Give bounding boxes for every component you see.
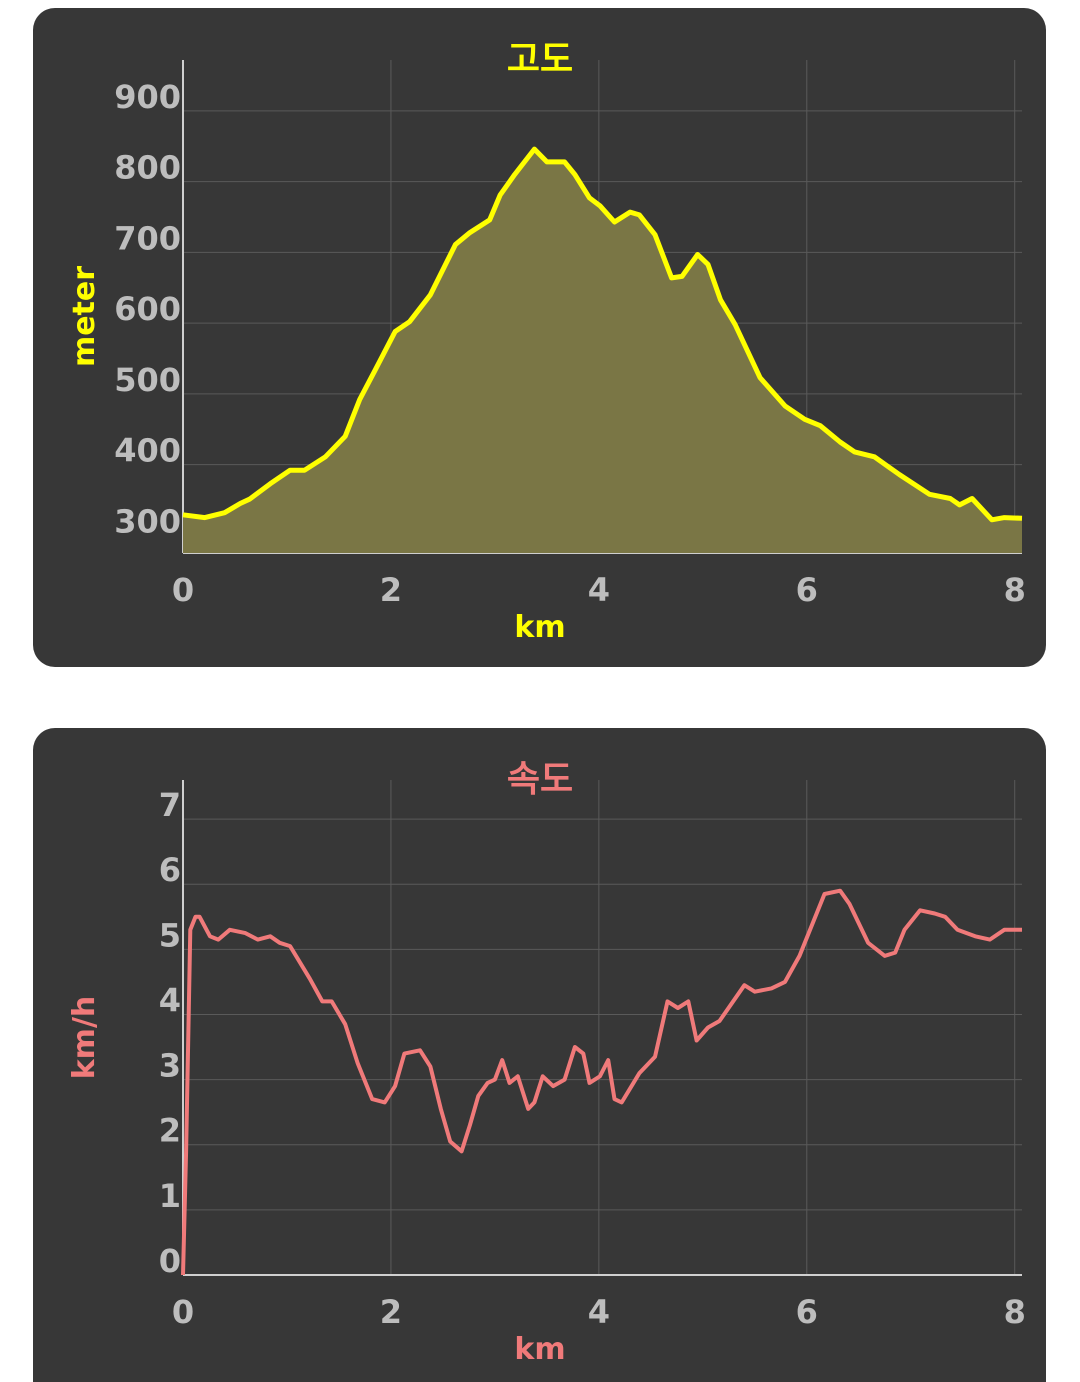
y-tick-label: 400 <box>114 432 181 470</box>
y-tick-label: 7 <box>159 786 181 824</box>
x-tick-label: 4 <box>588 571 610 609</box>
y-tick-label: 5 <box>159 916 181 954</box>
y-tick-label: 6 <box>159 851 181 889</box>
x-axis-label: km <box>514 1332 565 1367</box>
x-tick-label: 0 <box>172 571 194 609</box>
line <box>181 888 1022 1276</box>
x-tick-label: 2 <box>380 571 402 609</box>
chart-title: 고도 <box>507 39 573 80</box>
x-tick-label: 6 <box>796 1293 818 1331</box>
y-tick-label: 800 <box>114 149 181 187</box>
y-axis-label: km/h <box>67 996 102 1080</box>
y-tick-label: 1 <box>159 1177 181 1215</box>
x-tick-label: 4 <box>588 1293 610 1331</box>
x-tick-label: 0 <box>172 1293 194 1331</box>
x-tick-label: 6 <box>796 571 818 609</box>
x-tick-label: 2 <box>380 1293 402 1331</box>
y-tick-label: 300 <box>114 502 181 540</box>
y-tick-label: 600 <box>114 290 181 328</box>
line <box>182 146 1023 523</box>
x-tick-label: 8 <box>1004 571 1026 609</box>
y-axis-label: meter <box>67 266 102 367</box>
y-tick-label: 900 <box>114 78 181 116</box>
y-tick-label: 4 <box>159 981 181 1019</box>
x-axis-label: km <box>514 610 565 645</box>
x-tick-label: 8 <box>1004 1293 1026 1331</box>
y-tick-label: 3 <box>159 1047 181 1085</box>
panel <box>33 728 1046 1382</box>
y-tick-label: 700 <box>114 219 181 257</box>
y-tick-label: 0 <box>159 1242 181 1280</box>
y-tick-label: 500 <box>114 361 181 399</box>
y-tick-label: 2 <box>159 1112 181 1150</box>
area <box>183 149 1022 553</box>
chart-title: 속도 <box>507 759 573 800</box>
